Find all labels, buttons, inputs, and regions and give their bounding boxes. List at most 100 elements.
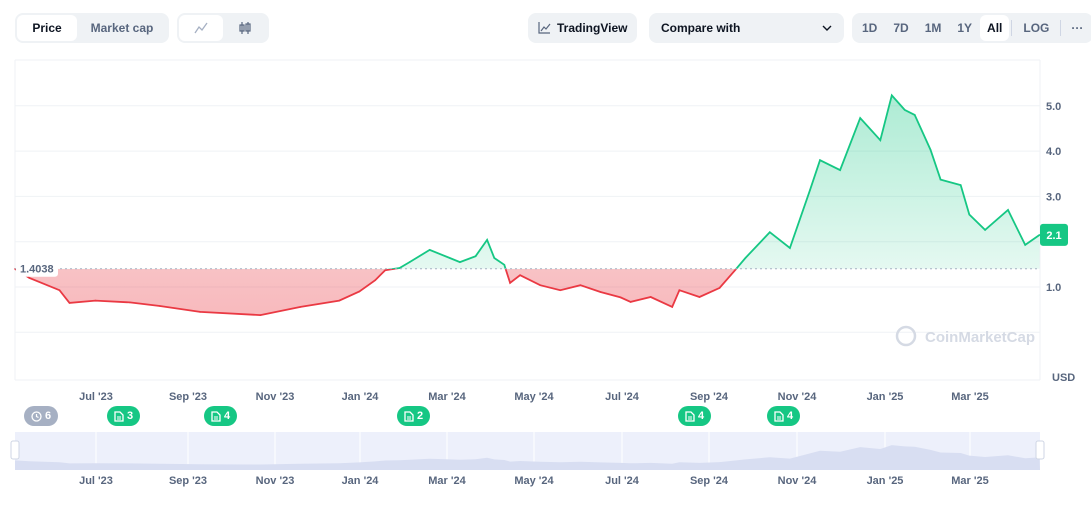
data-point [619, 296, 622, 299]
data-point [259, 314, 262, 316]
data-point [358, 290, 361, 293]
tradingview-icon [538, 22, 551, 34]
range-1m[interactable]: 1M [924, 21, 942, 35]
navigator-tick-label: Jul '24 [605, 475, 640, 487]
chevron-down-icon [822, 25, 832, 31]
navigator-tick-label: Jul '23 [79, 475, 113, 487]
range-tabs: 1D 7D 1M 1Y All LOG ··· [852, 13, 1091, 43]
x-tick-label: Jan '25 [867, 391, 904, 403]
x-tick-label: Nov '24 [778, 391, 818, 403]
data-point [58, 289, 61, 291]
candlestick-icon [239, 22, 251, 34]
navigator-tick-label: Nov '24 [778, 475, 818, 487]
data-point [839, 169, 841, 171]
navigator-tick-label: Mar '25 [951, 475, 988, 487]
document-icon [685, 410, 695, 422]
area-below-baseline [15, 269, 737, 316]
x-tick-label: Sep '24 [690, 391, 729, 403]
data-point [459, 261, 461, 263]
navigator-handle[interactable] [10, 440, 20, 460]
data-point [486, 239, 488, 241]
x-tick-label: Jul '24 [605, 391, 640, 403]
x-tick-label: Mar '25 [951, 391, 988, 403]
compare-with-dropdown[interactable]: Compare with [649, 13, 844, 43]
event-count: 4 [224, 410, 231, 422]
line-chart-button[interactable] [179, 15, 223, 41]
navigator-range [15, 432, 1040, 470]
range-7d[interactable]: 7D [893, 21, 909, 35]
document-icon [404, 410, 414, 422]
data-point [671, 306, 674, 308]
data-point [28, 277, 31, 279]
data-point [718, 287, 721, 289]
current-price-badge [1040, 223, 1068, 246]
news-events-badge[interactable]: 4 [204, 406, 238, 426]
data-point [559, 289, 562, 291]
tradingview-button[interactable]: TradingView [528, 13, 638, 43]
tab-price[interactable]: Price [17, 15, 77, 41]
navigator-tick-label: Jan '25 [867, 475, 904, 487]
data-point [769, 231, 771, 233]
data-point [913, 114, 916, 116]
data-point [744, 257, 747, 259]
range-1y[interactable]: 1Y [957, 21, 973, 35]
data-point [698, 296, 701, 298]
current-price-label: 2.1 [1046, 230, 1061, 242]
data-point [129, 301, 131, 304]
data-point [1024, 244, 1027, 246]
more-button[interactable]: ··· [1071, 21, 1084, 35]
data-point [629, 301, 632, 303]
data-point [539, 284, 542, 286]
data-point [449, 257, 451, 259]
data-point [809, 189, 811, 191]
price-line-up [14, 93, 1041, 269]
document-icon [774, 410, 784, 422]
history-icon [31, 410, 42, 422]
tab-market-cap[interactable]: Market cap [90, 21, 154, 35]
data-point [819, 159, 821, 161]
data-point [299, 306, 302, 308]
data-point [384, 269, 387, 272]
data-point [734, 268, 737, 271]
news-events-badge[interactable]: 4 [678, 406, 712, 426]
history-events-badge[interactable]: 6 [24, 406, 59, 426]
chart-type-tabs: Price Market cap [15, 13, 169, 43]
watermark: CoinMarketCap [925, 329, 1035, 346]
data-point [493, 257, 496, 259]
navigator-tick-label: May '24 [514, 475, 554, 487]
data-point [599, 291, 602, 293]
data-point [503, 264, 506, 266]
y-tick-label: 5.0 [1046, 101, 1061, 113]
currency-label: USD [1052, 372, 1075, 384]
data-point [959, 184, 962, 186]
event-count: 6 [45, 410, 52, 422]
data-point [579, 284, 582, 286]
data-point [68, 302, 71, 304]
log-button[interactable]: LOG [1023, 21, 1050, 35]
data-point [428, 249, 431, 251]
data-point [398, 267, 401, 269]
candlestick-button[interactable] [223, 15, 267, 41]
news-events-badge[interactable]: 3 [107, 406, 141, 426]
navigator-tick-label: Sep '24 [690, 475, 729, 487]
data-point [890, 94, 893, 97]
news-events-badge[interactable]: 4 [767, 406, 801, 426]
navigator-tick-label: Sep '23 [169, 475, 207, 487]
data-point [519, 274, 521, 277]
navigator-tick-label: Mar '24 [428, 475, 466, 487]
data-point [968, 213, 971, 216]
data-point [14, 268, 16, 270]
navigator-tick-label: Jan '24 [342, 475, 380, 487]
data-point [1038, 234, 1041, 236]
data-point [374, 279, 376, 282]
data-point [984, 229, 986, 231]
news-events-badge[interactable]: 2 [397, 406, 431, 426]
navigator-handle[interactable] [1035, 440, 1045, 460]
tradingview-label: TradingView [557, 21, 628, 35]
data-point [509, 282, 511, 284]
range-all[interactable]: All [980, 15, 1010, 41]
data-point [94, 299, 97, 302]
range-1d[interactable]: 1D [862, 21, 878, 35]
data-point [859, 117, 862, 119]
